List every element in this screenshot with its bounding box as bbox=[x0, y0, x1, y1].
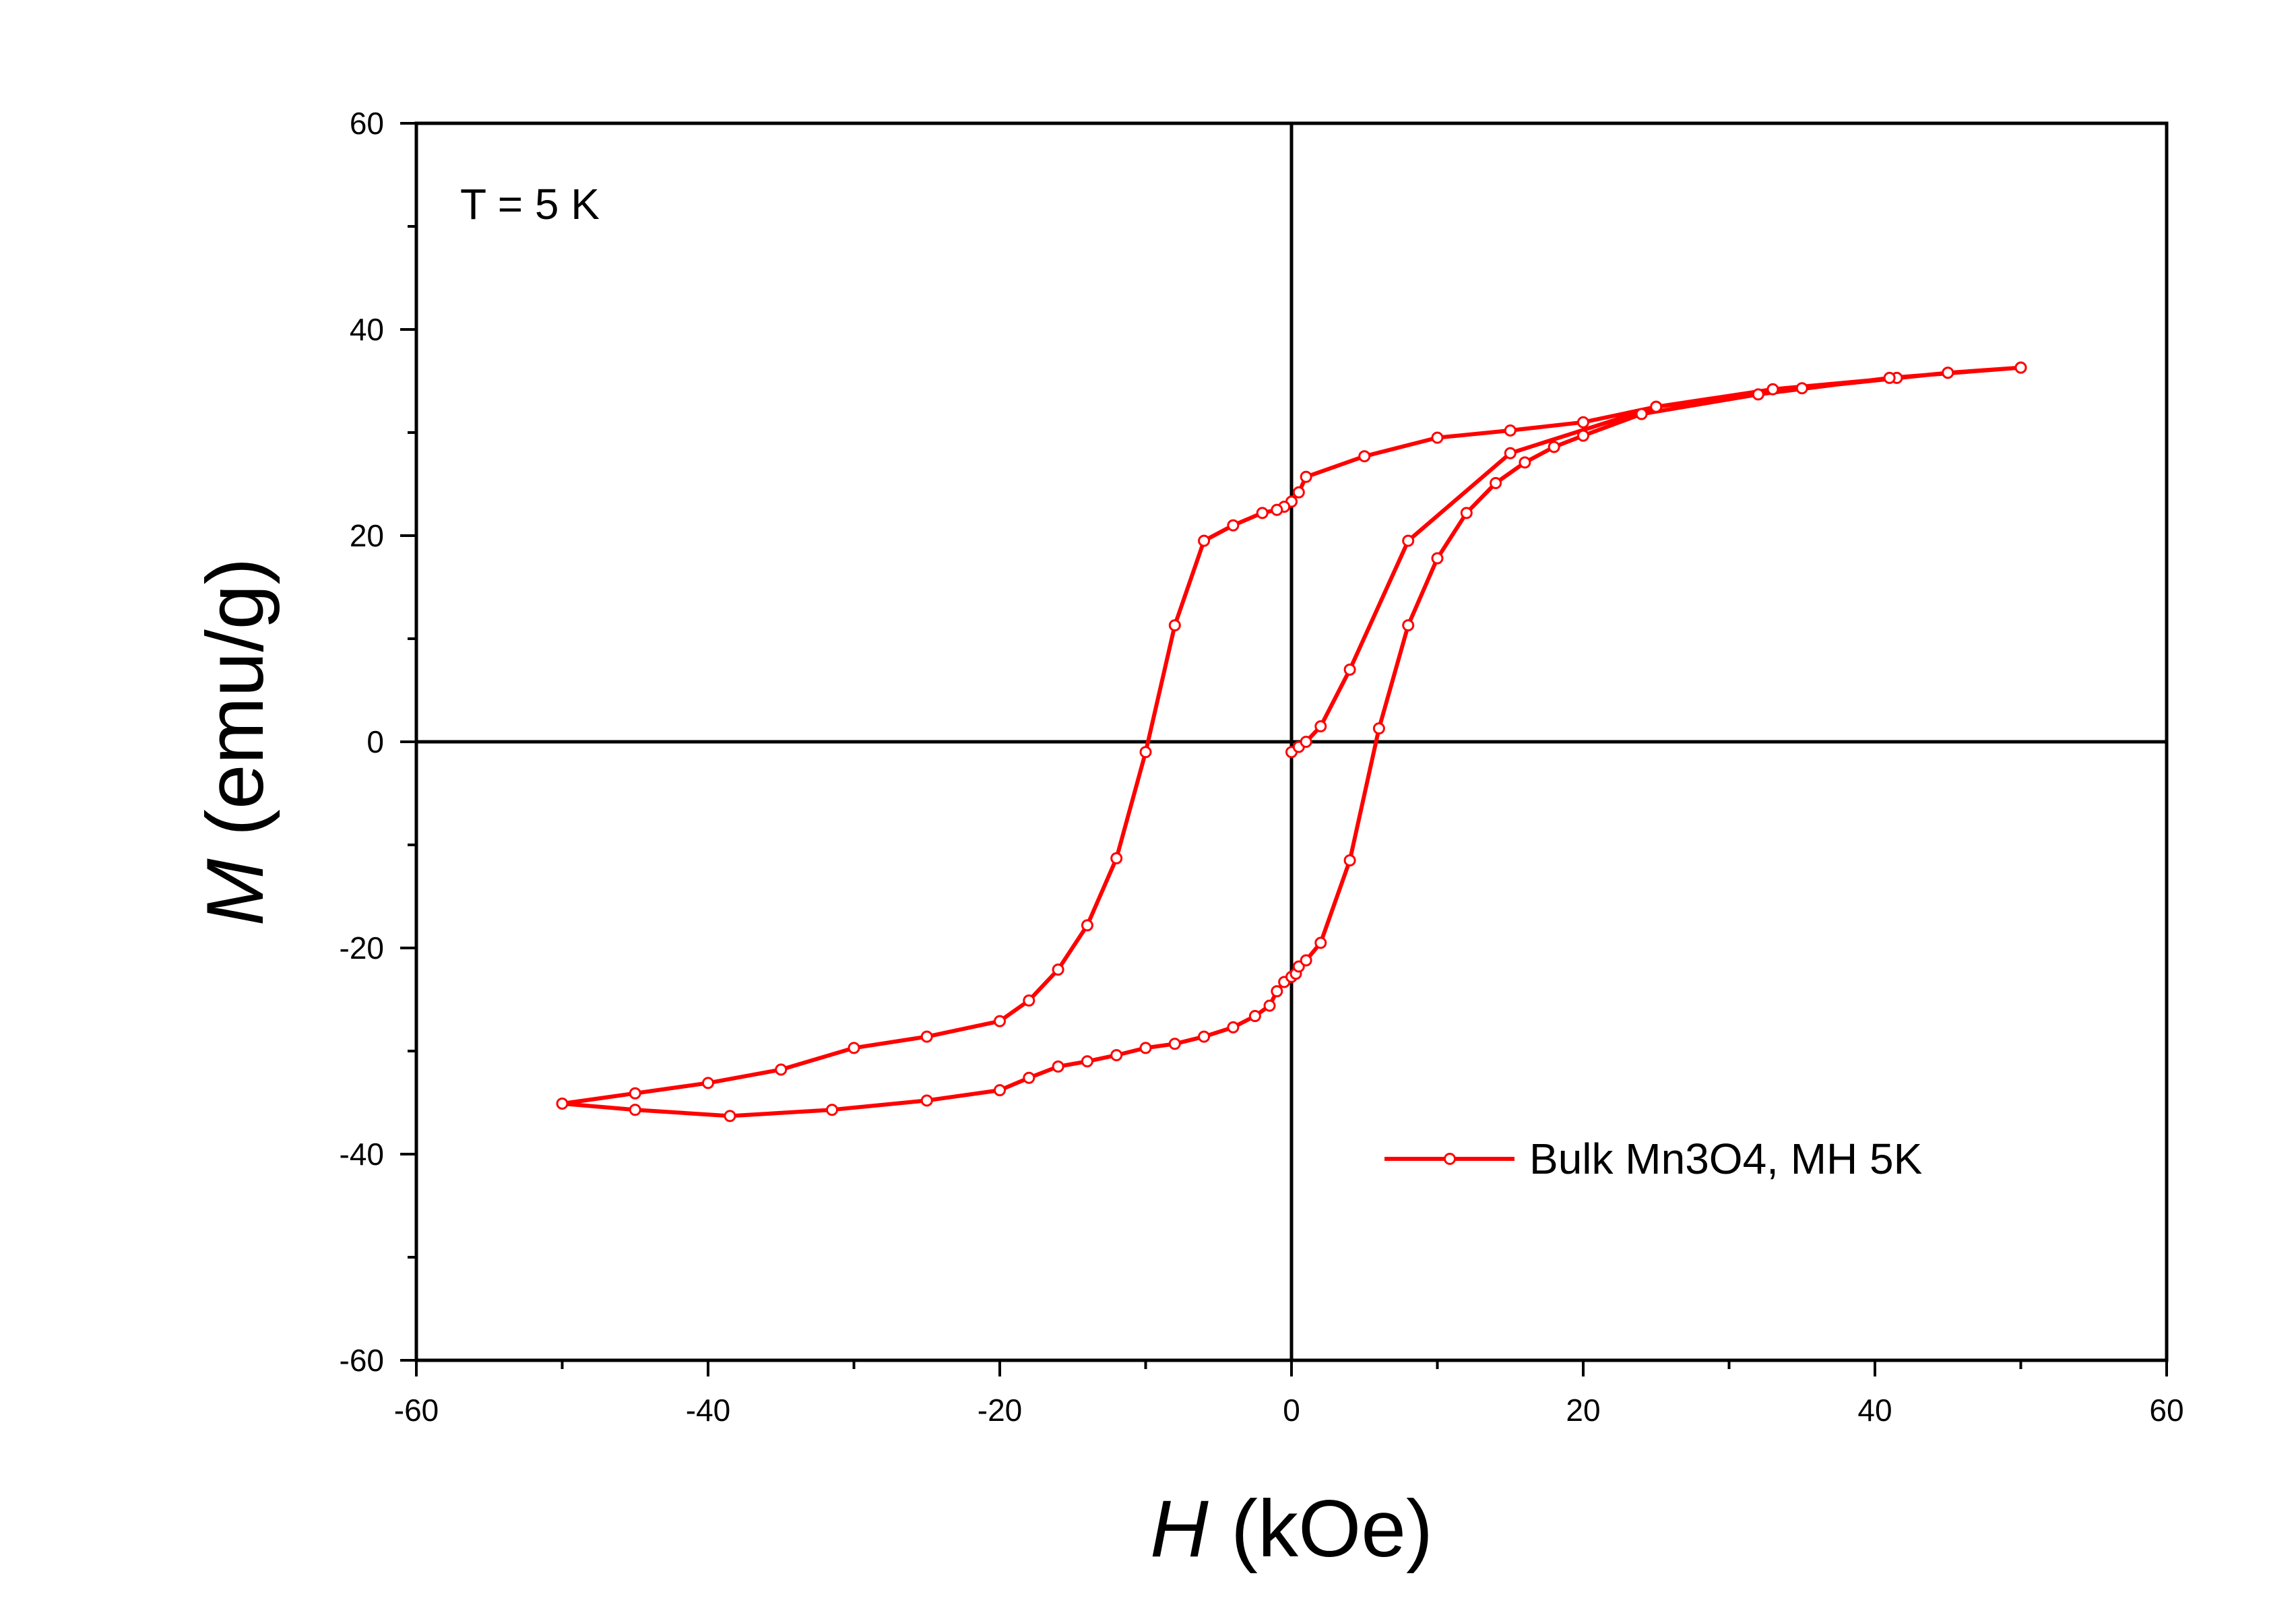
data-point bbox=[920, 1094, 933, 1107]
x-tick-label: 0 bbox=[1283, 1393, 1300, 1428]
plot-area bbox=[416, 123, 2167, 1360]
data-point bbox=[1635, 408, 1648, 420]
data-point bbox=[1314, 720, 1327, 733]
data-point bbox=[1081, 1055, 1093, 1068]
x-tick-label: 20 bbox=[1566, 1393, 1600, 1428]
y-tick-label: 20 bbox=[350, 518, 384, 553]
data-point bbox=[1650, 400, 1663, 413]
data-point bbox=[1168, 1038, 1181, 1050]
data-point bbox=[826, 1104, 839, 1116]
data-point bbox=[1577, 429, 1589, 442]
data-point bbox=[1110, 852, 1123, 864]
data-point bbox=[1402, 619, 1415, 632]
x-tick-label: 40 bbox=[1857, 1393, 1892, 1428]
y-axis-title: M (emu/g) bbox=[190, 558, 280, 926]
data-point bbox=[1198, 1030, 1211, 1043]
data-point bbox=[1227, 1021, 1240, 1034]
data-point bbox=[1081, 919, 1093, 932]
data-point bbox=[1052, 1060, 1064, 1073]
temperature-annotation: T = 5 K bbox=[460, 180, 600, 228]
y-tick-label: 40 bbox=[350, 312, 384, 347]
data-point bbox=[1431, 552, 1444, 565]
data-point bbox=[1300, 470, 1312, 483]
x-tick-label: -60 bbox=[394, 1393, 439, 1428]
legend-label: Bulk Mn3O4, MH 5K bbox=[1529, 1135, 1922, 1183]
y-axis-symbol: M bbox=[190, 858, 280, 926]
data-point bbox=[1942, 367, 1954, 379]
data-point bbox=[1460, 507, 1473, 519]
data-point bbox=[1300, 736, 1312, 748]
axis-ticks bbox=[400, 122, 2168, 1376]
data-point bbox=[1504, 447, 1517, 459]
data-point bbox=[1343, 854, 1356, 866]
data-point bbox=[1248, 1009, 1261, 1022]
y-tick-label: -20 bbox=[340, 930, 384, 965]
x-tick-label: -20 bbox=[978, 1393, 1022, 1428]
legend-marker bbox=[1444, 1153, 1456, 1165]
data-point bbox=[1314, 937, 1327, 949]
data-point bbox=[1271, 985, 1283, 998]
data-point bbox=[1504, 424, 1517, 437]
data-point bbox=[724, 1110, 736, 1122]
data-point bbox=[1052, 963, 1064, 976]
y-tick-label: 0 bbox=[366, 724, 384, 759]
data-point bbox=[629, 1087, 641, 1100]
data-point bbox=[1110, 1049, 1123, 1062]
data-point bbox=[1227, 519, 1240, 532]
y-tick-label: -60 bbox=[340, 1343, 384, 1378]
data-point bbox=[2014, 361, 2027, 374]
data-point bbox=[1023, 1071, 1035, 1084]
data-point bbox=[1577, 416, 1589, 429]
data-point bbox=[775, 1063, 788, 1076]
data-point bbox=[1168, 619, 1181, 632]
data-point bbox=[702, 1077, 714, 1089]
data-point bbox=[1271, 503, 1283, 516]
data-point bbox=[848, 1042, 860, 1054]
y-tick-label: -40 bbox=[340, 1137, 384, 1172]
x-axis-unit: (kOe) bbox=[1209, 1484, 1433, 1574]
data-point bbox=[1263, 999, 1276, 1012]
axis-tick-labels: -60 -40 -20 0 20 40 60 -60 -40 -20 0 20 40 60 bbox=[340, 106, 2184, 1428]
data-point bbox=[1795, 382, 1808, 395]
data-point bbox=[1139, 746, 1152, 759]
data-point bbox=[1766, 383, 1779, 395]
data-point bbox=[1519, 456, 1531, 469]
x-tick-label: 60 bbox=[2149, 1393, 2183, 1428]
data-point bbox=[1300, 954, 1312, 967]
data-point bbox=[1883, 371, 1896, 384]
data-point bbox=[1402, 534, 1415, 547]
data-point bbox=[1372, 722, 1385, 735]
data-point bbox=[1139, 1042, 1152, 1054]
data-point bbox=[994, 1015, 1006, 1027]
y-tick-label: 60 bbox=[350, 106, 384, 141]
data-point bbox=[1752, 388, 1764, 401]
data-point bbox=[1343, 663, 1356, 676]
data-point bbox=[1490, 476, 1502, 489]
data-point bbox=[1256, 507, 1269, 519]
data-point bbox=[1431, 431, 1444, 444]
legend: Bulk Mn3O4, MH 5K bbox=[1384, 1135, 1922, 1183]
x-tick-label: -40 bbox=[686, 1393, 730, 1428]
series-layer bbox=[556, 361, 2027, 1122]
data-point bbox=[994, 1084, 1006, 1097]
x-axis-title: H (kOe) bbox=[1150, 1484, 1433, 1574]
data-point bbox=[629, 1104, 641, 1116]
data-point bbox=[1198, 534, 1211, 547]
data-point bbox=[1358, 450, 1371, 463]
data-point bbox=[1023, 994, 1035, 1007]
y-axis-unit: (emu/g) bbox=[190, 558, 280, 859]
data-point bbox=[920, 1030, 933, 1043]
data-point bbox=[1548, 441, 1560, 453]
data-point bbox=[1292, 486, 1305, 499]
zero-lines bbox=[416, 123, 2167, 1360]
x-axis-symbol: H bbox=[1150, 1484, 1209, 1574]
data-point bbox=[556, 1098, 569, 1110]
